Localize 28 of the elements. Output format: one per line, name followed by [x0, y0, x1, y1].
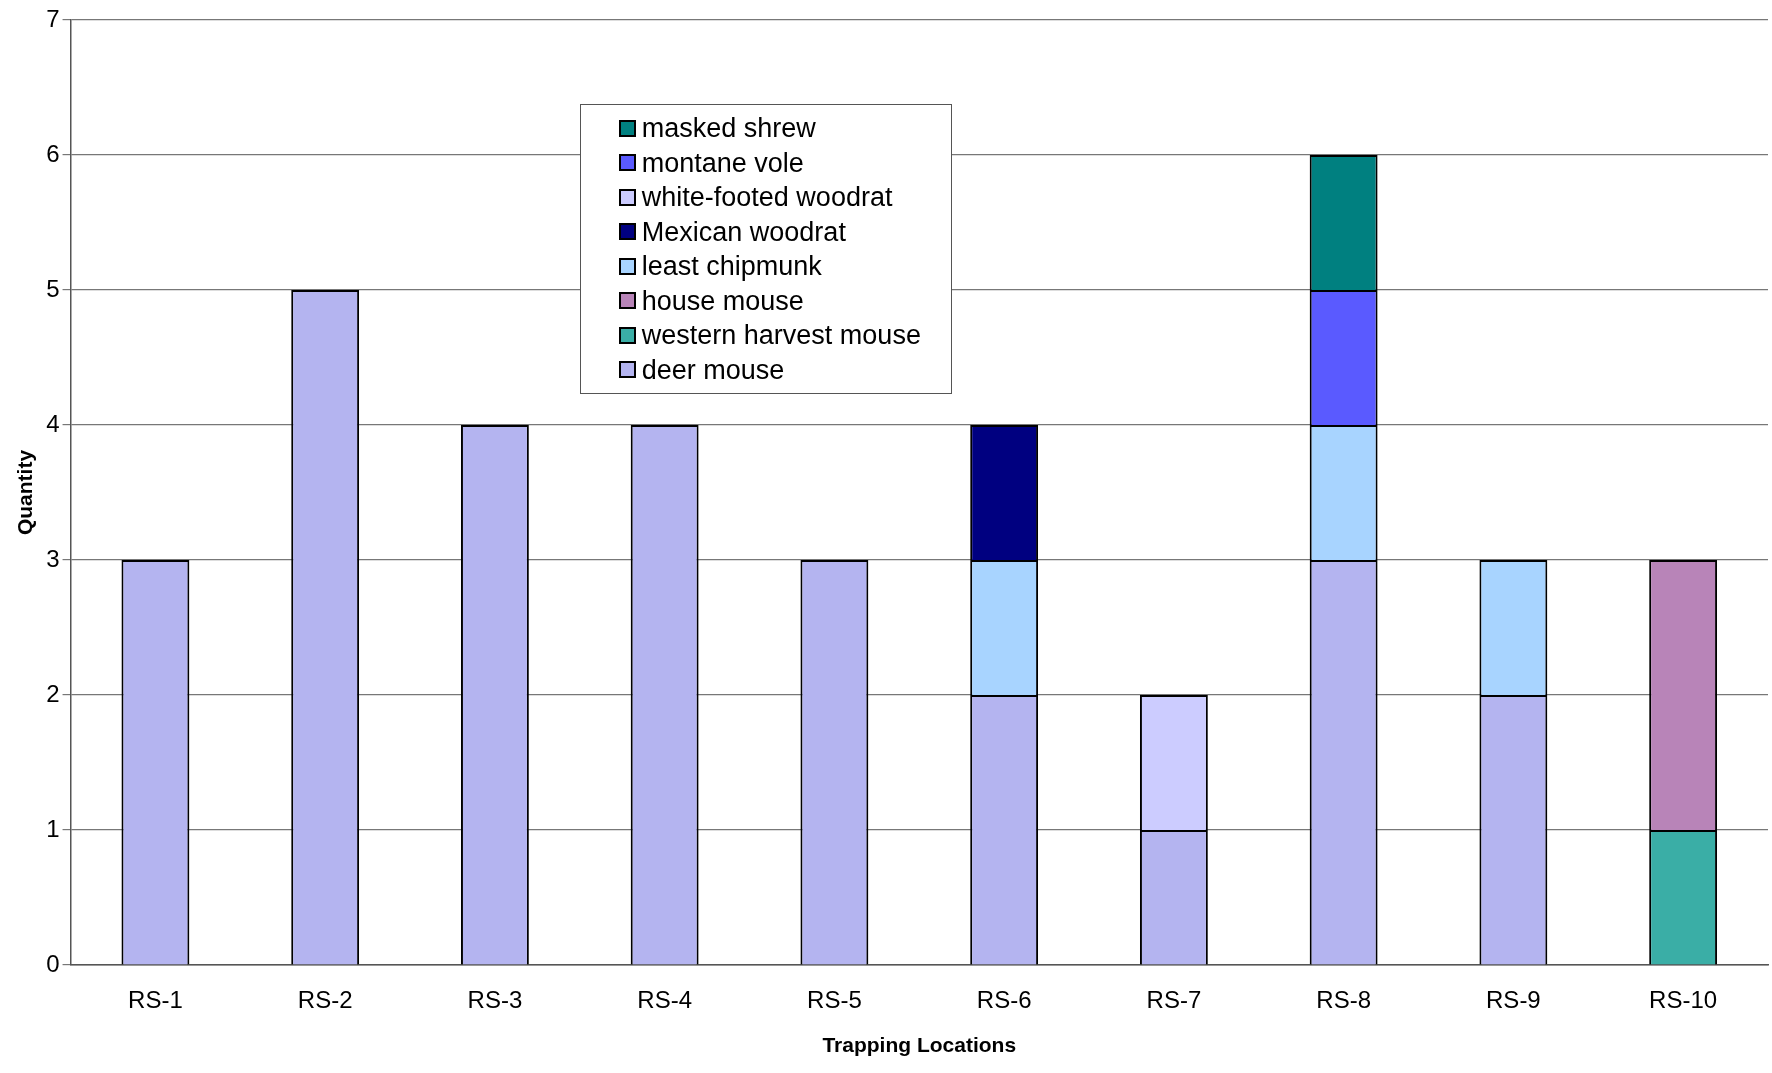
x-tick-label: RS-3 [467, 986, 523, 1014]
x-tick-label: RS-6 [976, 986, 1032, 1014]
y-tick-label: 6 [46, 139, 60, 167]
legend-label: deer mouse [641, 353, 785, 387]
legend-label: masked shrew [641, 112, 816, 145]
x-axis-title: Trapping Locations [822, 1033, 1017, 1057]
legend-label: montane vole [641, 146, 804, 180]
x-tick-label: RS-5 [807, 986, 862, 1014]
y-tick-label: 7 [46, 4, 60, 32]
y-tick-label: 2 [46, 679, 60, 707]
legend-label: house mouse [641, 284, 804, 318]
x-tick-label: RS-7 [1146, 986, 1202, 1014]
x-tick-label: RS-2 [297, 986, 353, 1014]
legend-label: white-footed woodrat [641, 181, 893, 214]
x-tick-label: RS-1 [128, 986, 183, 1014]
x-tick-label: RS-9 [1486, 986, 1541, 1014]
legend-label: Mexican woodrat [641, 215, 846, 249]
x-tick-label: RS-8 [1316, 986, 1371, 1014]
legend-label: least chipmunk [641, 250, 822, 283]
y-tick-label: 4 [46, 409, 60, 437]
y-tick-label: 5 [46, 274, 60, 302]
y-tick-label: 3 [46, 544, 60, 572]
x-tick-label: RS-4 [637, 986, 692, 1014]
legend-label: western harvest mouse [641, 319, 921, 352]
y-tick-label: 0 [46, 949, 60, 977]
y-axis-title: Quantity [13, 449, 37, 536]
y-tick-label: 1 [46, 814, 60, 842]
x-tick-label: RS-10 [1649, 986, 1718, 1014]
